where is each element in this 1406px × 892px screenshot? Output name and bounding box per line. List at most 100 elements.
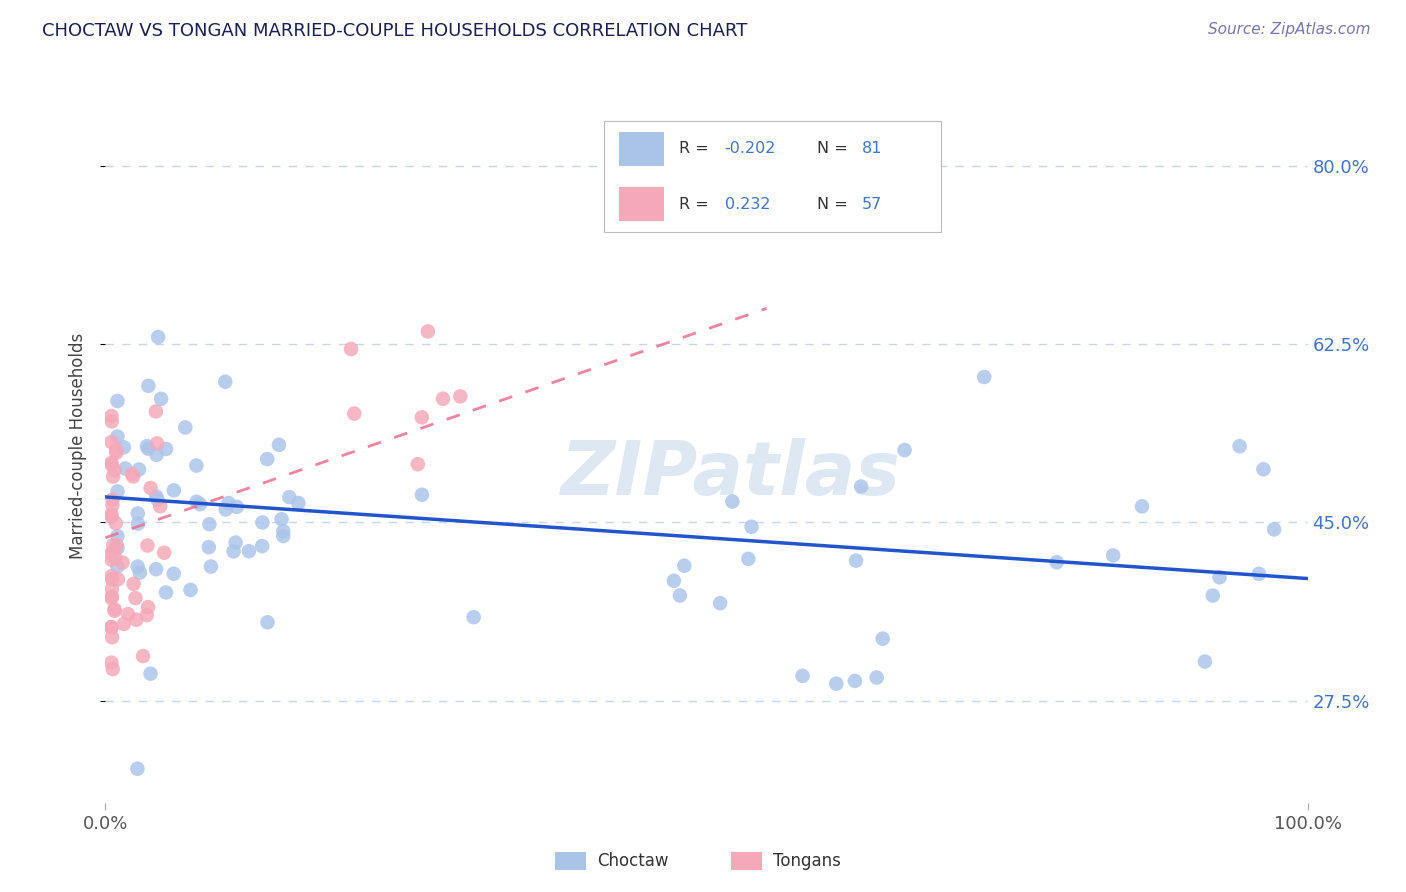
Point — [100, 620, 122, 634]
Point — [105, 539, 128, 553]
Point — [101, 498, 124, 512]
Point — [107, 541, 129, 556]
Point — [866, 671, 889, 685]
Point — [100, 656, 122, 670]
Text: N =: N = — [817, 197, 853, 211]
Text: 0.232: 0.232 — [724, 197, 770, 211]
Point — [107, 484, 129, 499]
Point — [122, 577, 145, 591]
Point — [107, 559, 129, 574]
Point — [225, 500, 247, 514]
Point — [669, 589, 692, 603]
Point — [100, 546, 122, 560]
Point — [135, 608, 157, 623]
Point — [146, 330, 169, 344]
Point — [416, 325, 439, 339]
Point — [145, 562, 167, 576]
Point — [1263, 522, 1285, 536]
Point — [132, 649, 155, 664]
Point — [1046, 555, 1069, 569]
Point — [343, 407, 366, 421]
Point — [218, 496, 240, 510]
Point — [101, 492, 124, 507]
Point — [845, 553, 868, 567]
Point — [138, 379, 160, 393]
Point — [250, 539, 273, 553]
Point — [792, 669, 814, 683]
FancyBboxPatch shape — [605, 121, 941, 232]
Point — [107, 429, 129, 443]
Point — [153, 546, 176, 560]
Point — [103, 538, 125, 552]
Point — [107, 529, 129, 543]
Point — [136, 600, 159, 615]
Point — [103, 604, 125, 618]
Point — [222, 544, 245, 558]
Point — [100, 620, 122, 634]
Text: 81: 81 — [862, 142, 882, 156]
Point — [136, 442, 159, 456]
Text: CHOCTAW VS TONGAN MARRIED-COUPLE HOUSEHOLDS CORRELATION CHART: CHOCTAW VS TONGAN MARRIED-COUPLE HOUSEHO… — [42, 22, 748, 40]
Point — [238, 544, 260, 558]
Point — [111, 556, 134, 570]
Point — [101, 469, 124, 483]
Point — [1247, 566, 1270, 581]
Point — [125, 613, 148, 627]
Point — [709, 596, 731, 610]
Point — [146, 492, 169, 507]
Point — [136, 439, 159, 453]
Point — [100, 414, 122, 428]
Point — [256, 615, 278, 630]
Point — [1253, 462, 1275, 476]
Point — [256, 452, 278, 467]
Point — [100, 458, 122, 472]
Point — [432, 392, 454, 406]
Point — [128, 566, 150, 580]
Point — [145, 404, 167, 418]
Point — [145, 448, 167, 462]
Point — [149, 499, 172, 513]
Point — [278, 490, 301, 504]
Point — [825, 676, 848, 690]
Point — [155, 442, 177, 456]
Point — [271, 529, 294, 543]
Text: ZIPatlas: ZIPatlas — [561, 438, 901, 511]
Point — [128, 462, 150, 476]
Point — [100, 591, 122, 606]
Point — [1229, 439, 1251, 453]
Text: R =: R = — [679, 142, 714, 156]
Y-axis label: Married-couple Households: Married-couple Households — [69, 333, 87, 559]
Point — [100, 409, 122, 423]
Point — [127, 559, 149, 574]
Point — [662, 574, 685, 588]
Point — [114, 461, 136, 475]
Point — [741, 520, 763, 534]
Point — [287, 496, 309, 510]
Point — [101, 662, 124, 676]
Point — [100, 434, 122, 449]
Point — [973, 370, 995, 384]
Point — [112, 440, 135, 454]
Point — [117, 607, 139, 621]
Point — [463, 610, 485, 624]
Point — [197, 540, 219, 554]
Point — [101, 572, 124, 586]
Point — [188, 497, 211, 511]
Point — [105, 442, 128, 457]
Point — [186, 495, 208, 509]
Point — [411, 410, 433, 425]
Point — [1194, 655, 1216, 669]
Point — [721, 494, 744, 508]
Point — [673, 558, 696, 573]
Point — [124, 591, 146, 605]
Point — [273, 524, 295, 539]
Point — [214, 375, 236, 389]
Point — [1130, 500, 1153, 514]
Point — [270, 512, 292, 526]
Point — [100, 552, 122, 566]
Point — [872, 632, 894, 646]
Point — [198, 517, 221, 532]
Point — [112, 617, 135, 632]
Point — [101, 590, 124, 604]
Point — [127, 762, 149, 776]
